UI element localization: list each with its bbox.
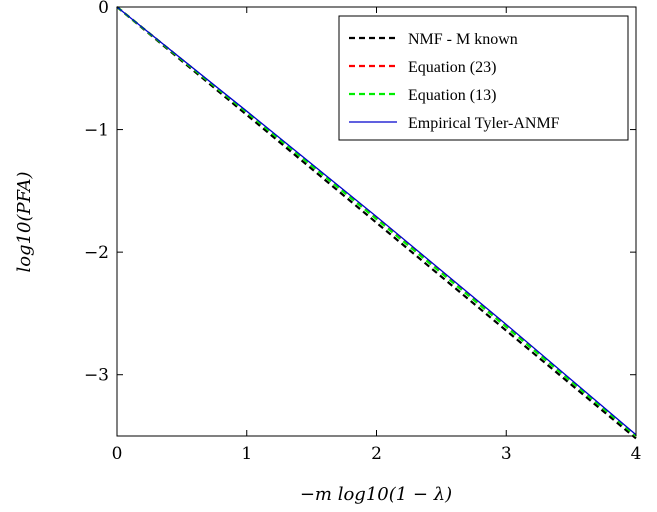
legend-label-3: Equation (13): [408, 87, 496, 104]
legend: NMF - M known Equation (23) Equation (13) E…: [338, 15, 629, 141]
y-axis-label: log10(PFA): [14, 171, 35, 272]
legend-items: NMF - M known Equation (23) Equation (13) E…: [349, 31, 560, 132]
ticks-layer: [116, 6, 637, 436]
x-tick-label: 1: [241, 444, 252, 464]
y-tick-label: 0: [98, 0, 109, 18]
y-tick-label: −1: [84, 121, 109, 141]
x-tick-label: 3: [501, 444, 512, 464]
x-tick-label: 2: [371, 444, 382, 464]
x-tick-label: 4: [631, 444, 642, 464]
plot-area: [116, 6, 637, 440]
series-line-4: [116, 6, 637, 436]
y-tick-label: −2: [84, 243, 109, 263]
legend-label-2: Equation (23): [408, 59, 496, 76]
x-tick-label: 0: [112, 444, 123, 464]
legend-box: [338, 15, 629, 141]
series-layer: [116, 6, 637, 440]
legend-label-4: Empirical Tyler-ANMF: [408, 115, 560, 132]
legend-label-1: NMF - M known: [408, 31, 518, 48]
x-tick-labels: 0 1 2 3 4: [112, 444, 642, 464]
y-tick-label: −3: [84, 366, 109, 386]
y-tick-labels: 0 −1 −2 −3: [84, 0, 109, 386]
series-line-1: [116, 6, 637, 440]
x-axis-label: −m log10(1 − λ): [300, 484, 452, 505]
